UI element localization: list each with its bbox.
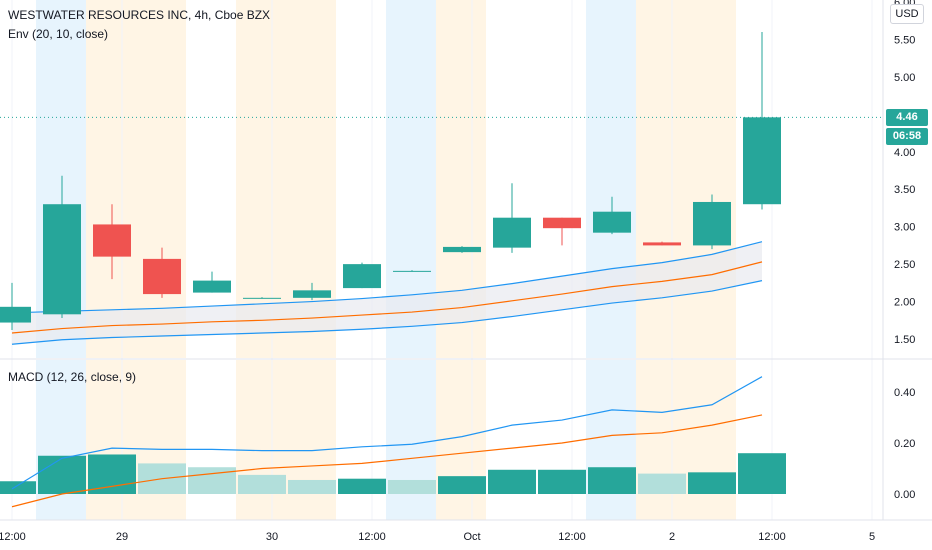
candle-body (743, 117, 781, 205)
candle-body (443, 246, 481, 253)
currency-button[interactable]: USD (890, 4, 924, 24)
price-tick-label: 2.50 (894, 259, 915, 271)
price-tick-label: 2.00 (894, 297, 915, 309)
macd-histogram-bar (438, 476, 486, 494)
macd-histogram-bar (638, 473, 686, 494)
time-tick-label: Oct (463, 531, 480, 543)
candle-body (193, 280, 231, 293)
session-band (286, 360, 336, 520)
candle-body (243, 297, 281, 299)
macd-histogram-bar (538, 469, 586, 494)
session-band (136, 0, 186, 358)
candle-body (43, 204, 81, 315)
countdown-tag: 06:58 (886, 128, 928, 145)
macd-tick-label: 0.40 (894, 387, 915, 399)
chart-title: WESTWATER RESOURCES INC, 4h, Cboe BZX (8, 8, 271, 22)
candle-body (293, 290, 331, 298)
time-tick-label: 12:00 (758, 531, 786, 543)
time-tick-label: 12:00 (558, 531, 586, 543)
macd-indicator-label[interactable]: MACD (12, 26, close, 9) (8, 370, 137, 384)
price-tick-label: 3.00 (894, 222, 915, 234)
candle-body (593, 211, 631, 233)
macd-histogram-bar (288, 479, 336, 494)
candle-body (643, 242, 681, 246)
macd-histogram-bar (588, 467, 636, 494)
envelope-basis-line (11, 261, 763, 334)
time-tick-label: 12:00 (358, 531, 386, 543)
candle-body (0, 306, 31, 323)
time-tick-label: 30 (266, 531, 278, 543)
session-band (86, 0, 136, 358)
macd-histogram-bar (688, 472, 736, 494)
price-tick-label: 1.50 (894, 334, 915, 346)
price-tick-label: 5.50 (894, 34, 915, 46)
macd-line (11, 376, 763, 490)
signal-line (11, 414, 763, 508)
macd-histogram-bar (388, 479, 436, 494)
session-band (36, 360, 86, 520)
time-tick-label: 5 (869, 531, 875, 543)
last-price-tag: 4.46 (886, 109, 928, 126)
time-tick-label: 29 (116, 531, 128, 543)
candle-body (93, 224, 131, 257)
candle-body (493, 217, 531, 248)
candle-body (143, 258, 181, 295)
session-band (286, 0, 336, 358)
session-band (636, 0, 686, 358)
macd-histogram-bar (38, 455, 86, 494)
session-band (636, 360, 686, 520)
price-tick-label: 3.50 (894, 184, 915, 196)
macd-histogram-bar (0, 481, 36, 494)
envelope-lower-line (11, 280, 763, 345)
macd-histogram-bar (338, 478, 386, 494)
session-band (386, 360, 436, 520)
candle-body (543, 217, 581, 229)
session-band (136, 360, 186, 520)
macd-tick-label: 0.20 (894, 438, 915, 450)
envelope-upper-line (11, 241, 763, 314)
envelope-fill (12, 241, 762, 345)
macd-histogram-bar (738, 453, 786, 494)
session-band (586, 360, 636, 520)
session-band (686, 360, 736, 520)
session-band (236, 360, 286, 520)
macd-histogram-bar (188, 467, 236, 494)
session-band (86, 360, 136, 520)
candle-body (393, 270, 431, 272)
macd-histogram-bar (488, 469, 536, 494)
session-band (686, 0, 736, 358)
price-tick-label: 5.00 (894, 72, 915, 84)
time-tick-label: 12:00 (0, 531, 26, 543)
macd-histogram-bar (238, 474, 286, 494)
envelope-indicator-label[interactable]: Env (20, 10, close) (8, 27, 109, 41)
candle-body (693, 201, 731, 246)
candle-body (343, 264, 381, 289)
macd-tick-label: 0.00 (894, 489, 915, 501)
time-tick-label: 2 (669, 531, 675, 543)
price-tick-label: 4.00 (894, 147, 915, 159)
macd-histogram-bar (88, 454, 136, 494)
